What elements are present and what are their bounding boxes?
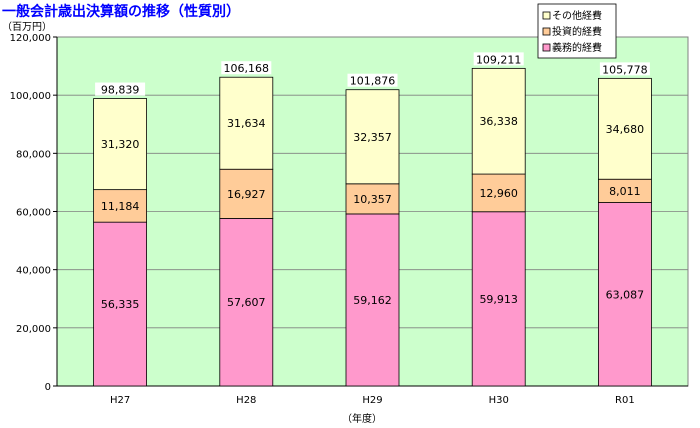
bar-segment bbox=[93, 221, 147, 387]
bar-segment bbox=[345, 183, 400, 215]
x-tick-label: H30 bbox=[489, 395, 509, 406]
y-tick-label: 100,000 bbox=[10, 91, 51, 102]
segment-value-label: 11,184 bbox=[101, 200, 140, 213]
legend-label: その他経費 bbox=[552, 9, 602, 22]
bar-segment bbox=[345, 89, 400, 185]
segment-value-label: 31,634 bbox=[227, 117, 266, 130]
legend-label: 投資的経費 bbox=[552, 25, 602, 38]
segment-value-label: 34,680 bbox=[606, 123, 645, 136]
x-tick-label: H28 bbox=[236, 395, 256, 406]
x-axis-label: （年度） bbox=[342, 412, 382, 425]
chart-title: 一般会計歳出決算額の推移（性質別） bbox=[2, 3, 240, 20]
legend-label: 義務的経費 bbox=[552, 41, 602, 54]
y-tick-label: 0 bbox=[45, 382, 51, 393]
y-tick-label: 120,000 bbox=[10, 33, 51, 44]
bar-segment bbox=[471, 211, 526, 387]
bar-segment bbox=[598, 77, 652, 180]
bar-segment bbox=[471, 173, 526, 213]
segment-value-label: 59,162 bbox=[353, 294, 392, 307]
x-tick-label: R01 bbox=[615, 395, 635, 406]
y-axis-unit-label: （百万円） bbox=[2, 21, 52, 33]
y-axis-tick-labels: 0 20,000 40,000 60,000 80,000 100,000 120,000 bbox=[10, 33, 51, 393]
bar-segment bbox=[219, 168, 274, 219]
total-label-box bbox=[347, 73, 398, 87]
segment-value-label: 36,338 bbox=[479, 115, 518, 128]
y-tick-label: 40,000 bbox=[16, 266, 51, 277]
legend-swatch bbox=[542, 43, 551, 52]
bar-segment bbox=[219, 218, 274, 387]
bar-segment bbox=[219, 76, 274, 170]
segment-value-label: 8,011 bbox=[609, 185, 641, 198]
y-tick-label: 80,000 bbox=[16, 149, 51, 160]
segment-value-label: 63,087 bbox=[606, 288, 645, 301]
total-value-label: 106,168 bbox=[224, 62, 270, 75]
total-value-label: 101,876 bbox=[350, 75, 396, 88]
x-tick-label: H27 bbox=[110, 395, 130, 406]
stacked-bars: 56,335 11,184 31,320 98,839 57,607 16,927 31,6… bbox=[93, 52, 652, 387]
segment-value-label: 56,335 bbox=[101, 298, 140, 311]
segment-value-label: 16,927 bbox=[227, 188, 266, 201]
total-label-box bbox=[473, 52, 524, 66]
y-tick-label: 20,000 bbox=[16, 324, 51, 335]
segment-value-label: 31,320 bbox=[101, 138, 140, 151]
bar-segment bbox=[345, 213, 400, 387]
x-axis-tick-labels: H27 H28 H29 H30 R01 bbox=[110, 395, 635, 406]
total-label-box bbox=[599, 62, 650, 76]
total-value-label: 98,839 bbox=[101, 84, 140, 97]
total-value-label: 109,211 bbox=[476, 53, 522, 66]
x-tick-label: H29 bbox=[362, 395, 382, 406]
segment-value-label: 59,913 bbox=[479, 293, 518, 306]
bar-segment bbox=[471, 67, 526, 175]
total-value-label: 105,778 bbox=[602, 63, 648, 76]
legend-swatch bbox=[542, 27, 551, 36]
legend-swatch bbox=[542, 11, 551, 20]
bar-segment bbox=[93, 98, 147, 191]
y-tick-label: 60,000 bbox=[16, 208, 51, 219]
segment-value-label: 57,607 bbox=[227, 296, 266, 309]
total-label-box bbox=[221, 61, 272, 75]
total-label-box bbox=[95, 82, 146, 96]
legend-frame bbox=[537, 3, 617, 59]
segment-value-label: 10,357 bbox=[353, 193, 392, 206]
segment-value-label: 32,357 bbox=[353, 131, 392, 144]
segment-value-label: 12,960 bbox=[479, 187, 518, 200]
